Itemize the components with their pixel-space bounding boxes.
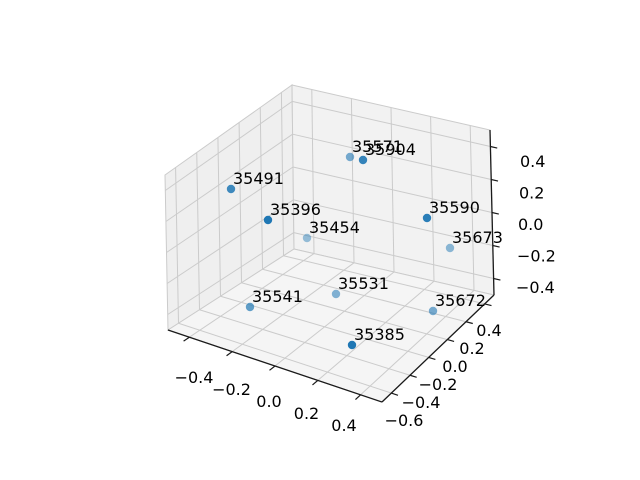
z-tick-mark (490, 145, 498, 149)
scatter-point (428, 306, 438, 316)
x-tick-mark (183, 336, 190, 342)
scatter-point (358, 155, 368, 165)
y-tick-label: −0.4 (402, 393, 441, 412)
y-tick-label: −0.2 (419, 375, 458, 394)
y-tick-mark (409, 374, 417, 378)
gridline-z (292, 166, 493, 213)
point-label: 35396 (270, 200, 321, 219)
point-label: 35385 (354, 325, 405, 344)
gridline-z (166, 166, 294, 253)
gridline-z (292, 133, 492, 180)
z-tick-label: −0.2 (517, 247, 556, 266)
gridline-y (178, 322, 392, 394)
gridline-y (199, 309, 411, 376)
gridline-x (360, 290, 475, 396)
y-tick-label: 0.0 (442, 357, 467, 376)
gridline-x (231, 262, 355, 353)
x-tick-label: 0.0 (256, 392, 281, 411)
gridline-y (241, 282, 448, 341)
point-label: 35673 (452, 228, 503, 247)
gridline-x (317, 280, 435, 381)
x-tick-mark (226, 351, 233, 357)
x-tick-label: 0.4 (331, 416, 356, 435)
z-tick-label: −0.4 (516, 278, 555, 297)
z-tick-label: 0.2 (519, 184, 544, 203)
scatter-point (263, 215, 273, 225)
z-tick-label: 0.0 (518, 215, 543, 234)
point-label: 35672 (435, 291, 486, 310)
gridline-x (274, 271, 395, 367)
gridline-z (167, 232, 295, 315)
y-tick-mark (465, 321, 473, 325)
gridline-y (220, 295, 429, 358)
y-tick-label: 0.4 (476, 321, 501, 340)
y-tick-mark (391, 392, 399, 396)
x-tick-label: 0.2 (294, 404, 319, 423)
x-tick-mark (312, 379, 319, 386)
scatter-point (445, 243, 455, 253)
scatter-point (245, 302, 255, 312)
gridline-z (293, 232, 494, 279)
y-tick-label: −0.6 (385, 411, 424, 430)
point-label: 35571 (352, 137, 403, 156)
point-label: 35590 (429, 198, 480, 217)
y-tick-label: 0.2 (459, 339, 484, 358)
z-tick-mark (492, 244, 500, 248)
scatter-point (347, 340, 357, 350)
gridline-z (165, 100, 293, 191)
scatter-point (302, 233, 312, 243)
y-tick-mark (428, 356, 436, 360)
point-label: 35541 (252, 287, 303, 306)
z-tick-mark (491, 211, 499, 215)
x-tick-mark (355, 394, 362, 400)
gridline-y (283, 255, 485, 305)
z-tick-mark (493, 277, 501, 281)
gridline-z (166, 199, 294, 284)
point-label: 35531 (338, 274, 389, 293)
scatter-point (345, 152, 355, 162)
z-tick-mark (491, 178, 499, 182)
gridline-x (189, 253, 315, 338)
scatter-point (331, 289, 341, 299)
gridline-z (165, 133, 293, 222)
point-label: 35454 (309, 218, 360, 237)
x-tick-label: −0.4 (175, 368, 214, 387)
point-label: 35491 (233, 169, 284, 188)
scatter-point (422, 213, 432, 223)
z-tick-label: 0.4 (520, 152, 545, 171)
y-tick-mark (484, 303, 492, 307)
scatter-point (226, 184, 236, 194)
x-tick-mark (269, 365, 276, 371)
gridline-z (293, 199, 493, 246)
point-label: 35904 (365, 140, 416, 159)
y-axis-spine (381, 294, 495, 403)
gridline-z (292, 100, 491, 147)
x-tick-label: −0.2 (212, 380, 251, 399)
y-tick-mark (447, 339, 455, 343)
